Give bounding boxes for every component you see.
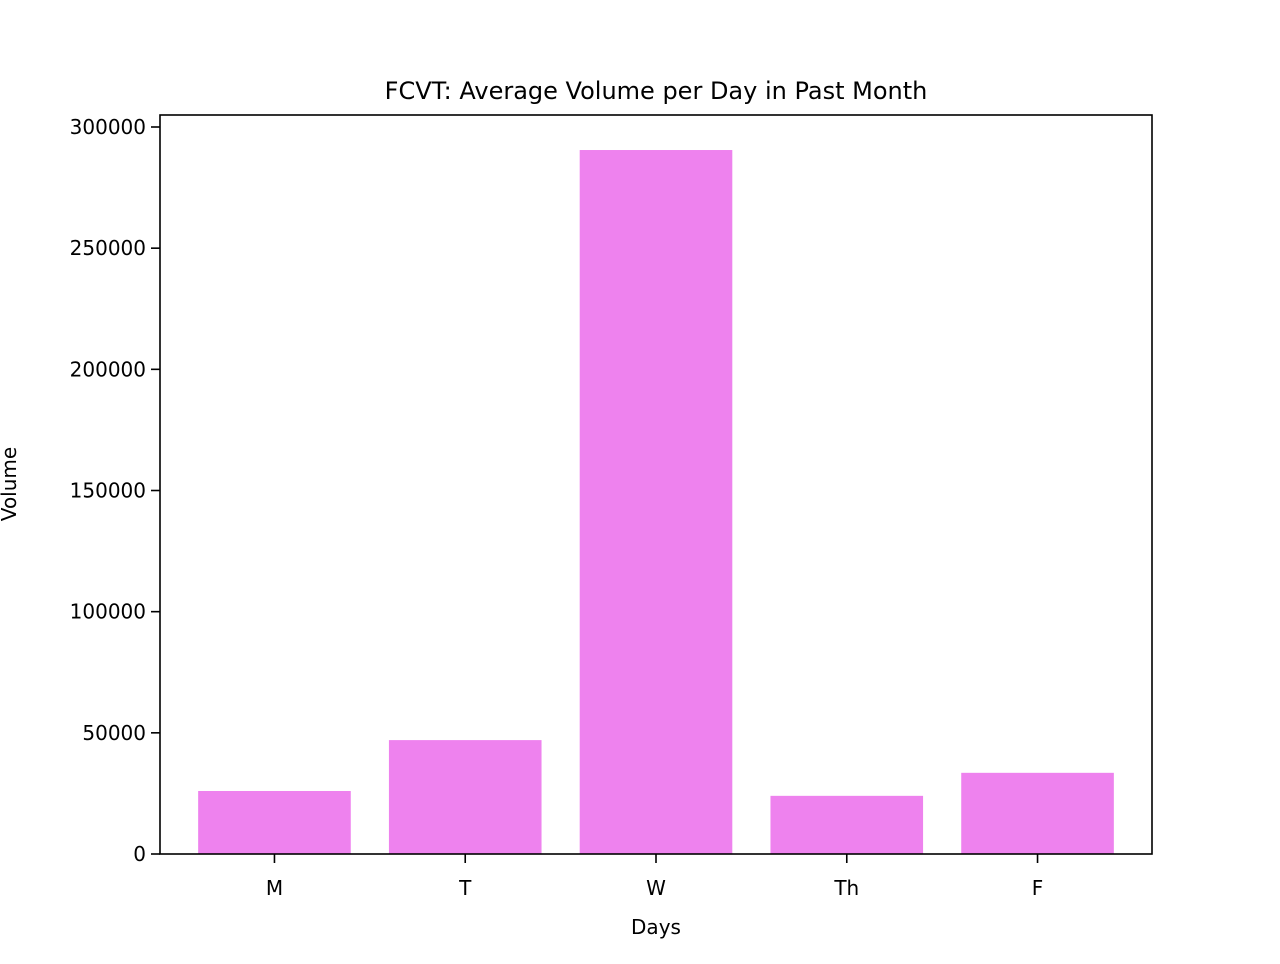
y-tick-label: 200000 — [70, 357, 146, 381]
x-tick-label: T — [458, 876, 472, 900]
x-tick-label: M — [266, 876, 283, 900]
y-axis-label: Volume — [0, 447, 21, 521]
y-tick-label: 300000 — [70, 115, 146, 139]
y-axis: 0 50000 100000 150000 200000 250000 300000 — [70, 115, 160, 866]
bar-W — [579, 150, 733, 854]
bar-Th — [770, 795, 924, 854]
y-tick-label: 250000 — [70, 236, 146, 260]
plot-frame — [159, 114, 1153, 855]
bar-M — [198, 790, 351, 854]
x-tick-label: W — [646, 876, 666, 900]
bar-F — [961, 772, 1114, 854]
x-axis: M T W Th F — [266, 854, 1043, 900]
y-tick-label: 50000 — [82, 721, 146, 745]
x-tick-label: F — [1032, 876, 1044, 900]
chart-title: FCVT: Average Volume per Day in Past Mon… — [385, 77, 928, 105]
bars-group — [198, 150, 1114, 854]
bar-T — [388, 740, 542, 854]
x-axis-label: Days — [631, 915, 681, 939]
y-tick-label: 0 — [133, 842, 146, 866]
y-tick-label: 150000 — [70, 479, 146, 503]
x-tick-label: Th — [833, 876, 859, 900]
y-tick-label: 100000 — [70, 600, 146, 624]
